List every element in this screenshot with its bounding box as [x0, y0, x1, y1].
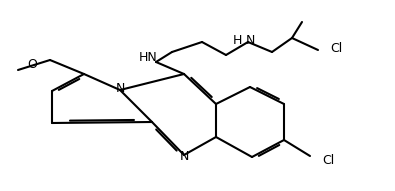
Text: N: N [179, 150, 189, 163]
Text: HN: HN [139, 50, 157, 63]
Text: Cl: Cl [330, 41, 342, 54]
Text: N: N [246, 33, 256, 46]
Text: O: O [27, 57, 37, 70]
Text: Cl: Cl [322, 154, 334, 167]
Text: H: H [233, 33, 242, 46]
Text: N: N [115, 82, 125, 95]
